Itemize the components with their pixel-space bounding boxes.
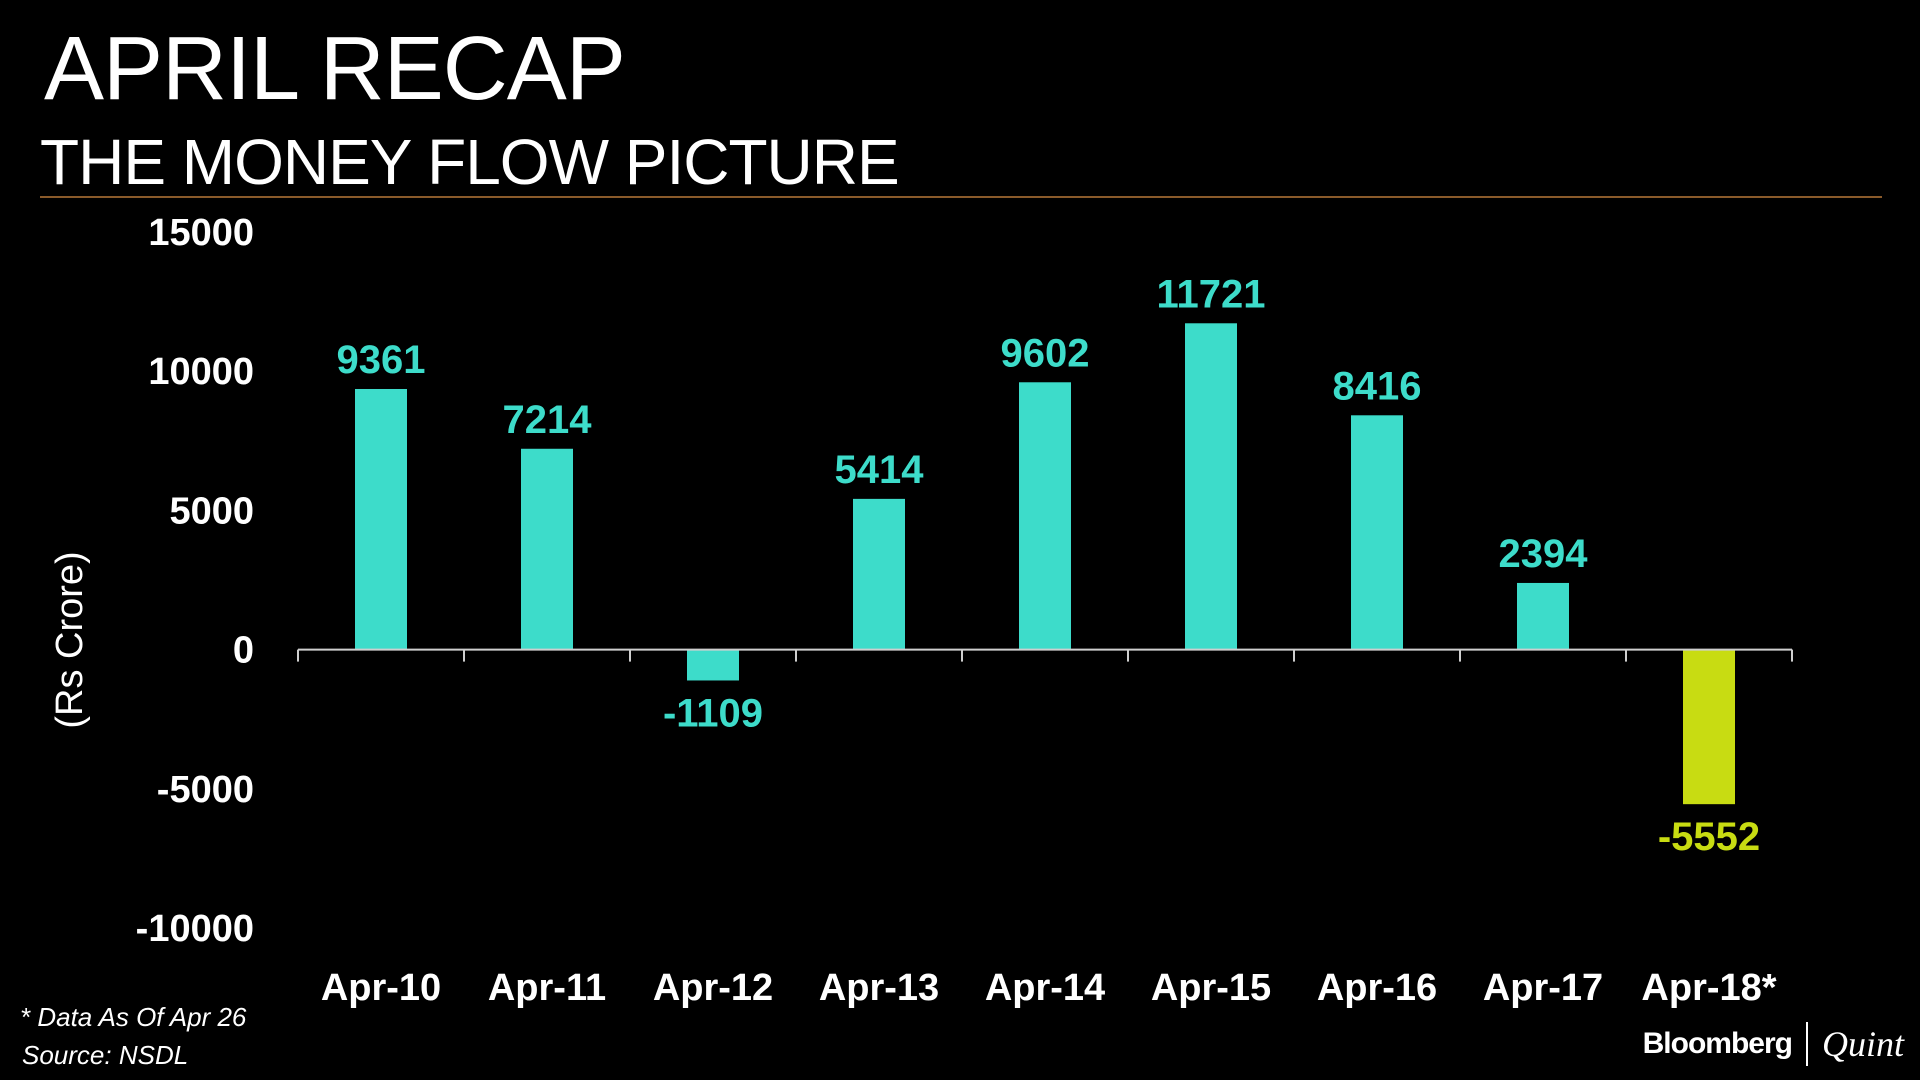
data-label: -1109 (663, 691, 763, 735)
y-tick-label: 0 (233, 630, 254, 672)
x-axis-labels: Apr-10 Apr-11 Apr-12 Apr-13 Apr-14 Apr-15 Apr-… (321, 967, 1777, 1009)
bar-apr-10 (355, 388, 407, 650)
data-label: 7214 (503, 398, 593, 442)
y-tick-label: 15000 (148, 212, 254, 254)
bar-apr-13 (853, 498, 905, 650)
title-divider (40, 196, 1882, 198)
x-tick-label: Apr-11 (488, 967, 606, 1009)
data-label: -5552 (1658, 815, 1760, 859)
bar-apr-16 (1351, 415, 1403, 650)
brand-logo: Bloomberg Quint (1643, 1022, 1904, 1066)
data-label: 5414 (835, 448, 925, 492)
chart-subtitle: THE MONEY FLOW PICTURE (40, 126, 900, 198)
x-tick-label: Apr-10 (321, 967, 441, 1009)
bar-apr-12 (687, 649, 739, 681)
data-label: 8416 (1333, 364, 1422, 408)
x-tick-label: Apr-18* (1641, 967, 1776, 1009)
data-label: 11721 (1156, 272, 1265, 316)
footnote-source: Source: NSDL (22, 1040, 189, 1070)
x-tick-label: Apr-14 (985, 967, 1105, 1009)
x-tick-label: Apr-13 (819, 967, 939, 1009)
bar-apr-14 (1019, 382, 1071, 650)
y-tick-label: -5000 (157, 769, 254, 811)
y-tick-label: 5000 (169, 490, 254, 532)
bar-apr-11 (521, 448, 573, 650)
x-tick-label: Apr-16 (1317, 967, 1437, 1009)
x-tick-label: Apr-12 (653, 967, 773, 1009)
bar-apr-17 (1517, 582, 1569, 650)
brand-quint: Quint (1821, 1024, 1904, 1064)
chart-title: APRIL RECAP (44, 19, 626, 119)
data-labels-group: 9361 7214 -1109 5414 9602 11721 8416 2394 -5552 (337, 272, 1761, 859)
x-axis (297, 648, 1793, 662)
data-label: 9361 (337, 338, 426, 382)
data-label: 2394 (1499, 532, 1589, 576)
x-tick-label: Apr-15 (1151, 967, 1271, 1009)
y-tick-label: -10000 (136, 908, 254, 950)
y-axis-label: (Rs Crore) (49, 551, 91, 728)
bars-group (355, 323, 1735, 805)
y-tick-label: 10000 (148, 351, 254, 393)
y-axis-ticks: 15000 10000 5000 0 -5000 -10000 (136, 212, 254, 950)
x-tick-label: Apr-17 (1483, 967, 1603, 1009)
footnote-data-date: * Data As Of Apr 26 (20, 1002, 247, 1032)
bar-apr-15 (1185, 323, 1237, 650)
brand-divider (1805, 1022, 1808, 1066)
bar-apr-18- (1683, 649, 1735, 805)
data-label: 9602 (1001, 331, 1090, 375)
brand-bloomberg: Bloomberg (1642, 1027, 1793, 1060)
